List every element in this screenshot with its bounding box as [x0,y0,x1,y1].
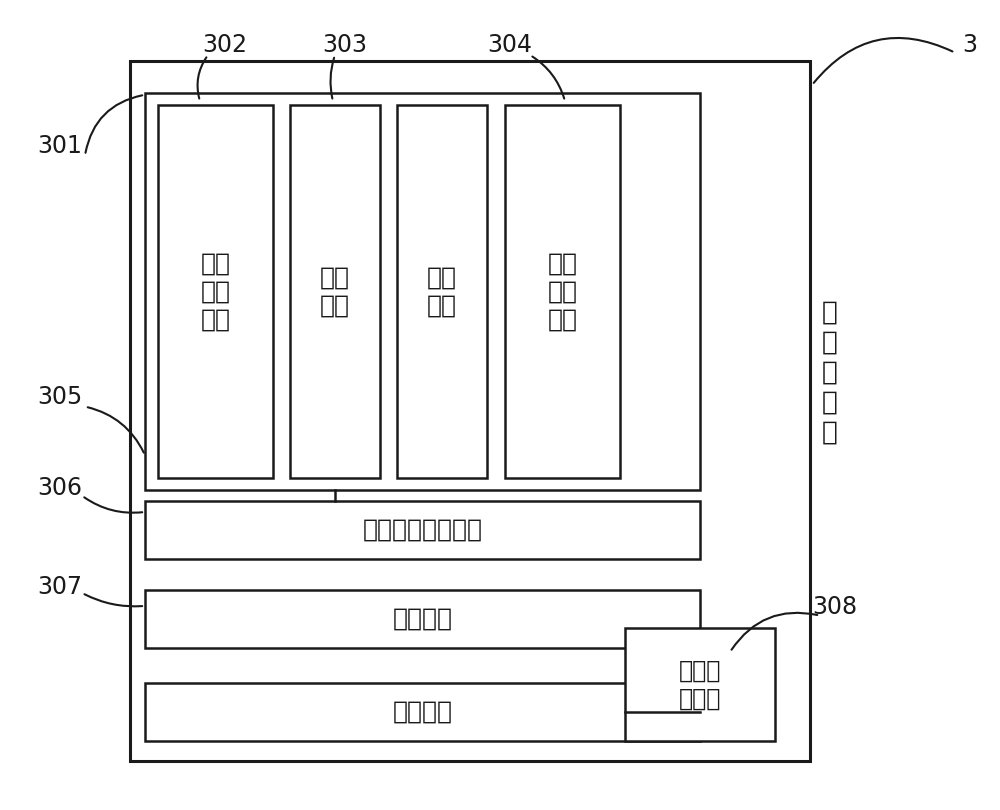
Text: 308: 308 [812,595,858,620]
Text: 307: 307 [38,575,82,599]
Bar [145,93,700,490]
Bar [505,105,620,478]
Text: 指令
发送
模块: 指令 发送 模块 [548,252,578,331]
Text: 301: 301 [38,134,82,158]
Bar [130,61,810,761]
Text: 3: 3 [962,32,978,57]
Bar [145,590,700,648]
Text: 收集模块: 收集模块 [392,607,452,631]
Bar [145,683,700,741]
Text: 用户信息储存模块: 用户信息储存模块 [362,518,482,542]
Text: 303: 303 [322,32,368,57]
Text: 手动验
证模块: 手动验 证模块 [679,659,721,710]
Text: 验证模块: 验证模块 [392,700,452,724]
Bar [625,628,775,741]
Text: 指令
储存
模块: 指令 储存 模块 [200,252,230,331]
Text: 匹配
模块: 匹配 模块 [427,266,457,318]
Text: 系
统
服
务
器: 系 统 服 务 器 [822,300,838,446]
Text: 306: 306 [38,475,82,500]
Text: 302: 302 [202,32,248,57]
Bar [397,105,487,478]
Bar [145,501,700,559]
Bar [158,105,273,478]
Bar [290,105,380,478]
Text: 304: 304 [488,32,532,57]
Text: 处理
模块: 处理 模块 [320,266,350,318]
Text: 305: 305 [37,385,83,409]
